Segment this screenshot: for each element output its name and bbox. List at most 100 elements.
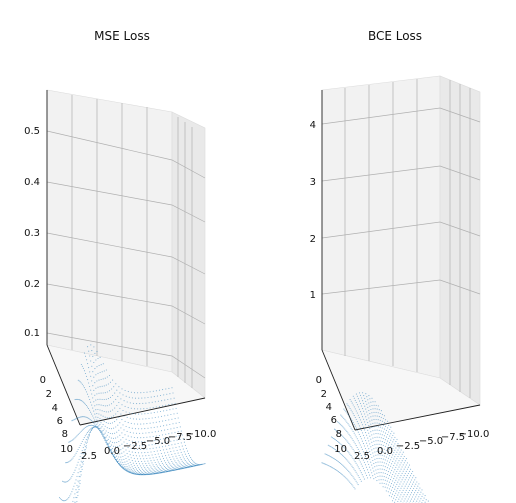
surface-point bbox=[388, 475, 391, 477]
surface-point bbox=[379, 482, 381, 484]
surface-point bbox=[350, 464, 352, 466]
surface-point bbox=[177, 459, 179, 461]
surface-point bbox=[165, 419, 167, 422]
mse-z-tick: 0.3 bbox=[24, 228, 40, 239]
surface-point bbox=[364, 397, 366, 399]
surface-point bbox=[163, 394, 165, 396]
surface-point bbox=[352, 422, 354, 424]
surface-point bbox=[370, 469, 372, 471]
surface-point bbox=[355, 480, 357, 482]
surface-point bbox=[94, 413, 96, 415]
surface-point bbox=[138, 441, 140, 443]
surface-point bbox=[152, 390, 154, 392]
surface-point bbox=[100, 404, 102, 406]
surface-point bbox=[190, 466, 193, 468]
surface-point bbox=[130, 468, 132, 470]
surface-point bbox=[120, 464, 122, 466]
surface-point bbox=[97, 386, 99, 388]
bce-x-tick: 2.5 bbox=[354, 451, 370, 462]
surface-point bbox=[143, 465, 145, 467]
surface-point bbox=[381, 447, 383, 449]
surface-point bbox=[145, 463, 147, 465]
surface-point bbox=[120, 465, 122, 467]
surface-point bbox=[353, 450, 355, 452]
mse-back-pane-left bbox=[46, 89, 173, 373]
surface-point bbox=[160, 430, 163, 432]
surface-point bbox=[175, 455, 177, 457]
surface-point bbox=[359, 402, 362, 405]
surface-point bbox=[336, 430, 338, 432]
surface-point bbox=[140, 465, 142, 467]
surface-point bbox=[160, 415, 163, 417]
surface-point bbox=[420, 498, 422, 500]
surface-point bbox=[91, 380, 93, 382]
surface-point bbox=[167, 459, 169, 461]
surface-point bbox=[179, 466, 181, 468]
surface-point bbox=[354, 425, 356, 427]
surface-point bbox=[368, 395, 370, 397]
surface-point bbox=[397, 462, 399, 464]
surface-point bbox=[84, 416, 86, 418]
surface-point bbox=[333, 458, 335, 460]
surface-point bbox=[87, 438, 89, 440]
surface-point bbox=[164, 469, 167, 472]
surface-point bbox=[376, 472, 378, 474]
surface-point bbox=[80, 466, 82, 468]
surface-point bbox=[402, 489, 404, 491]
surface-point bbox=[156, 472, 158, 474]
surface-point bbox=[150, 427, 152, 429]
surface-point bbox=[338, 422, 340, 424]
surface-point bbox=[340, 453, 342, 455]
surface-point bbox=[424, 495, 426, 497]
surface-point bbox=[103, 370, 105, 372]
surface-point bbox=[119, 422, 121, 424]
surface-point bbox=[362, 392, 364, 394]
surface-point bbox=[409, 494, 411, 496]
surface-point bbox=[344, 409, 346, 411]
surface-point bbox=[121, 404, 123, 406]
surface-point bbox=[382, 479, 384, 481]
surface-point bbox=[137, 473, 139, 475]
surface-point bbox=[79, 431, 81, 433]
surface-point bbox=[168, 419, 170, 421]
surface-point bbox=[395, 453, 397, 456]
surface-point bbox=[385, 490, 387, 492]
surface-point bbox=[343, 475, 345, 477]
surface-point bbox=[358, 468, 360, 470]
surface-point bbox=[139, 474, 142, 476]
surface-point bbox=[414, 485, 416, 487]
surface-point bbox=[393, 484, 395, 486]
surface-point bbox=[104, 392, 106, 394]
surface-point bbox=[391, 456, 393, 458]
surface-point bbox=[373, 440, 375, 442]
surface-point bbox=[183, 458, 185, 460]
surface-point bbox=[115, 446, 117, 448]
surface-point bbox=[385, 456, 387, 458]
surface-point bbox=[153, 426, 155, 428]
surface-point bbox=[342, 464, 344, 466]
surface-point bbox=[379, 475, 381, 477]
surface-point bbox=[96, 350, 98, 353]
surface-point bbox=[81, 416, 83, 418]
surface-point bbox=[109, 381, 112, 383]
surface-point bbox=[366, 477, 369, 479]
mse-y-tick: 6 bbox=[57, 416, 63, 427]
surface-point bbox=[385, 436, 388, 438]
surface-point bbox=[73, 485, 75, 487]
surface-point bbox=[75, 436, 77, 438]
surface-point bbox=[396, 496, 398, 498]
surface-point bbox=[372, 415, 374, 417]
surface-point bbox=[155, 421, 157, 423]
surface-point bbox=[79, 479, 81, 482]
surface-point bbox=[171, 470, 173, 472]
surface-point bbox=[145, 418, 147, 420]
surface-point bbox=[144, 460, 146, 462]
surface-point bbox=[133, 408, 136, 410]
surface-point bbox=[100, 431, 102, 433]
surface-point bbox=[369, 443, 371, 445]
surface-point bbox=[334, 469, 336, 471]
surface-point bbox=[79, 483, 81, 485]
surface-point bbox=[89, 385, 91, 388]
surface-point bbox=[96, 404, 98, 406]
surface-point bbox=[356, 429, 358, 431]
